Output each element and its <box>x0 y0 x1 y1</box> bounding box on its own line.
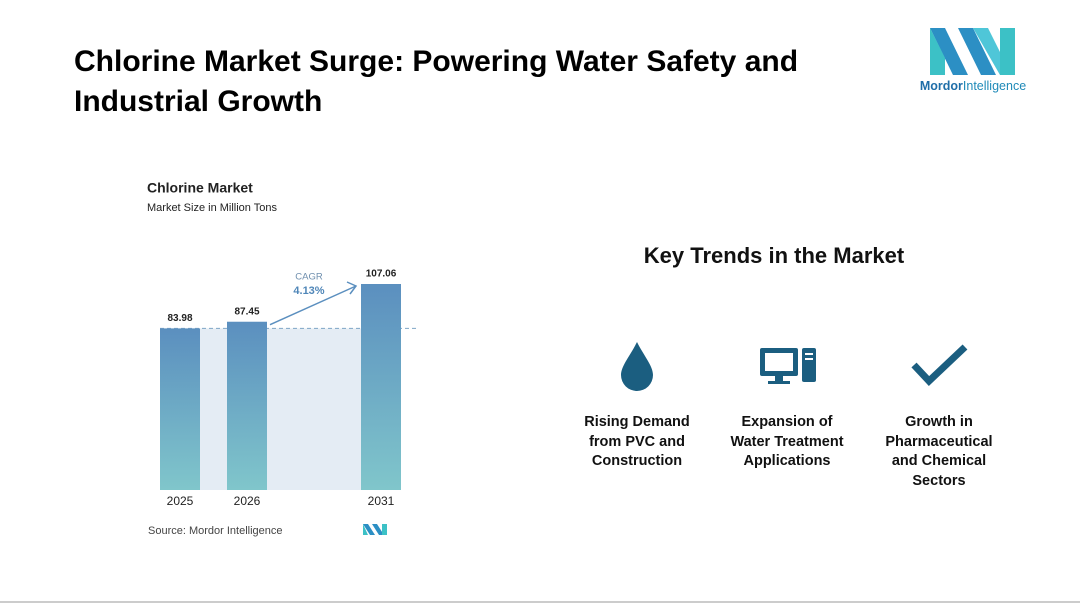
cagr-value: 4.13% <box>293 285 324 297</box>
bar <box>227 321 267 490</box>
cagr-label: CAGR <box>295 272 323 283</box>
trends-title: Key Trends in the Market <box>644 243 905 268</box>
value-label: 83.98 <box>167 313 192 324</box>
trend-item: Rising Demand from PVC and Construction <box>584 414 690 469</box>
shaded-area <box>160 328 401 490</box>
x-tick-label: 2025 <box>167 494 194 508</box>
value-label: 87.45 <box>234 306 259 317</box>
computer-icon <box>760 348 816 384</box>
logo-suffix: Intelligence <box>963 79 1026 93</box>
page-title: Chlorine Market Surge: Powering Water Sa… <box>74 45 799 118</box>
drop-icon <box>621 342 653 391</box>
x-tick-label: 2031 <box>368 494 395 508</box>
cagr-arrowhead <box>346 281 358 295</box>
check-icon <box>911 344 968 386</box>
source-logo <box>363 524 387 535</box>
logo-brand: Mordor <box>920 79 963 93</box>
chart-title: Chlorine Market <box>147 180 253 196</box>
value-label: 107.06 <box>366 269 397 280</box>
bar <box>361 284 401 490</box>
trend-item: Growth in Pharmaceutical and Chemical Se… <box>885 414 993 489</box>
chart: 83.98 2025 87.45 2026 107.06 2031 CAGR 4.13% <box>160 269 417 508</box>
trend-item: Expansion of Water Treatment Application… <box>730 414 844 469</box>
chart-subtitle: Market Size in Million Tons <box>147 202 278 214</box>
x-tick-label: 2026 <box>234 494 261 508</box>
logo-text: MordorIntelligence <box>920 79 1026 93</box>
bar <box>160 328 200 490</box>
cagr-arrow <box>269 285 357 326</box>
logo: MordorIntelligence <box>920 28 1026 93</box>
source: Source: Mordor Intelligence <box>148 525 283 537</box>
